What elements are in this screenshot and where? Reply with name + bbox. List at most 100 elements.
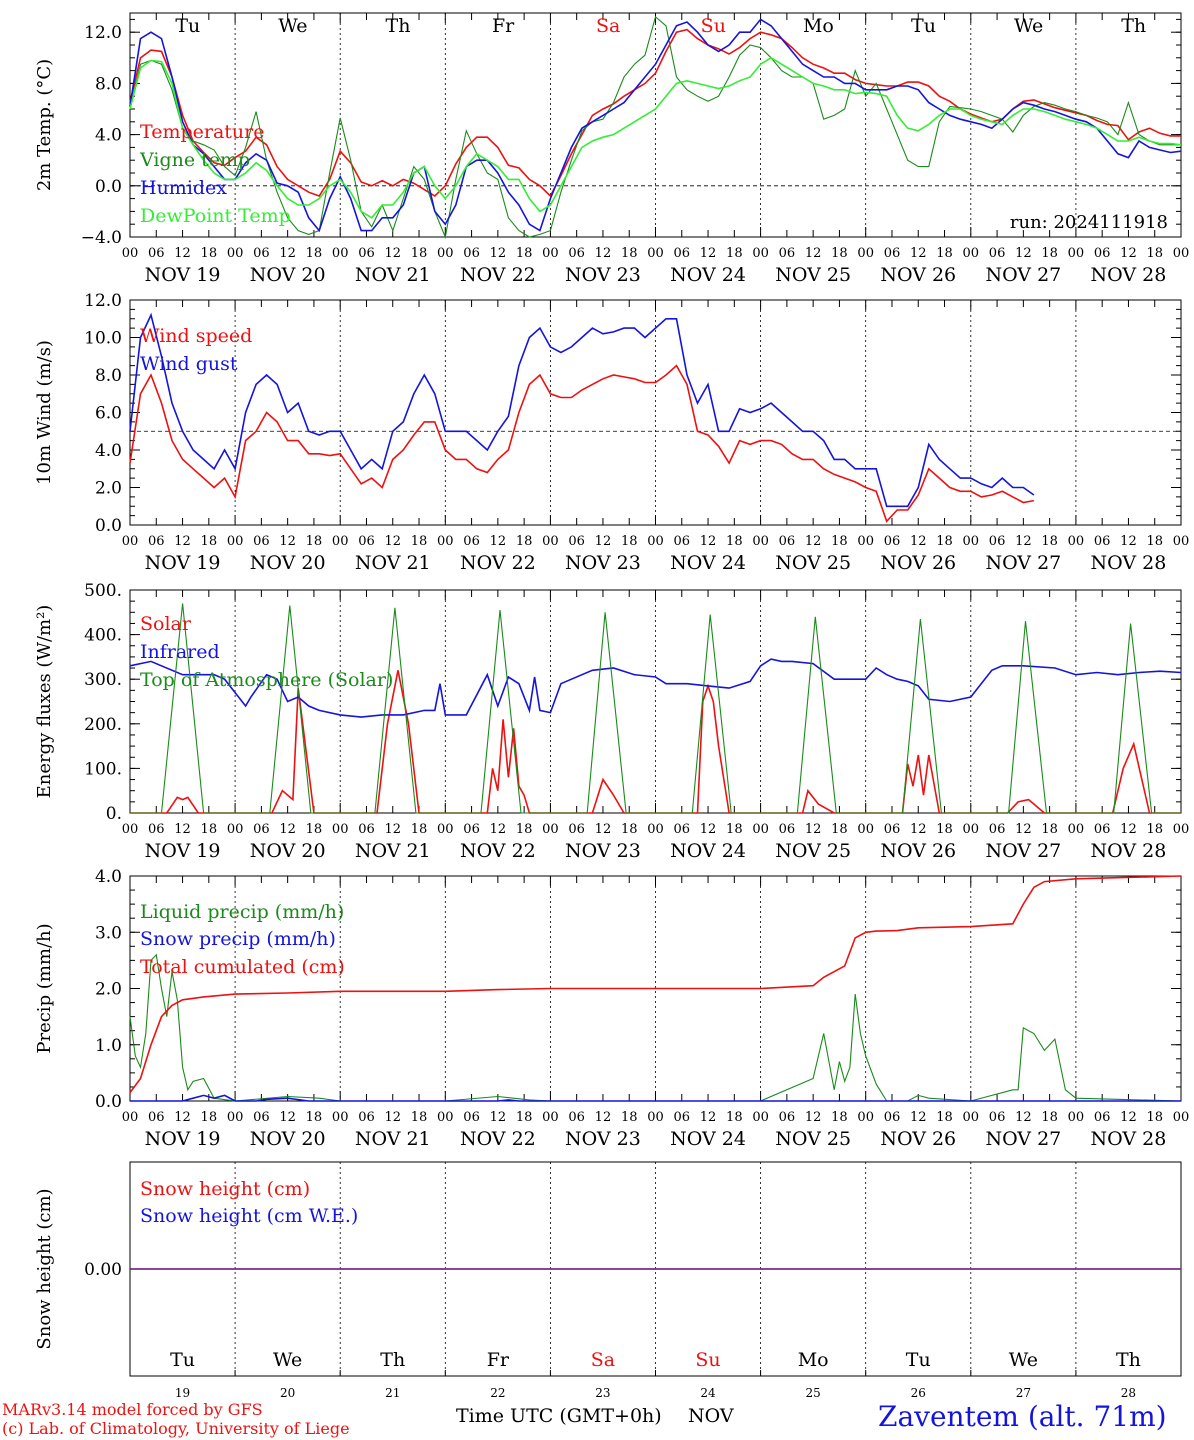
hour-tick-label: 06 (779, 1110, 796, 1125)
hour-tick-label: 12 (910, 246, 927, 261)
weekday-label: We (1014, 15, 1043, 37)
hour-tick-label: 12 (384, 1110, 401, 1125)
hour-tick-label: 12 (595, 246, 612, 261)
hour-tick-label: 00 (437, 246, 454, 261)
y-axis-label: Snow height (cm) (34, 1188, 55, 1349)
date-number-label: 19 (175, 1386, 190, 1400)
hour-tick-label: 00 (647, 822, 664, 837)
date-number-label: 26 (911, 1386, 926, 1400)
legend-entry: Infrared (140, 641, 220, 663)
hour-tick-label: 06 (674, 246, 691, 261)
hour-tick-label: 18 (621, 534, 638, 549)
date-label: NOV 23 (565, 840, 641, 862)
legend-entry: DewPoint Temp (140, 205, 291, 227)
x-axis-unit: NOV (688, 1405, 734, 1427)
hour-tick-label: 06 (674, 822, 691, 837)
legend-entry: Total cumulated (cm) (140, 956, 345, 978)
date-label: NOV 21 (355, 264, 431, 286)
date-number-label: 20 (280, 1386, 295, 1400)
x-axis-label: Time UTC (GMT+0h) (456, 1405, 662, 1427)
hour-tick-label: 12 (279, 1110, 296, 1125)
date-label: NOV 23 (565, 1128, 641, 1150)
hour-tick-label: 18 (306, 534, 323, 549)
date-label: NOV 24 (670, 1128, 746, 1150)
hour-tick-label: 12 (174, 534, 191, 549)
y-tick-label: 0.0 (95, 177, 122, 197)
series-line-top-of-atmosphere-solar- (130, 603, 1181, 814)
hour-tick-label: 06 (358, 1110, 375, 1125)
hour-tick-label: 18 (1041, 1110, 1058, 1125)
date-label: NOV 27 (985, 264, 1061, 286)
date-label: NOV 26 (880, 1128, 956, 1150)
hour-tick-label: 00 (227, 246, 244, 261)
hour-tick-label: 18 (621, 822, 638, 837)
hour-tick-label: 06 (568, 1110, 585, 1125)
legend-entry: Solar (140, 613, 192, 635)
hour-tick-label: 06 (779, 822, 796, 837)
hour-tick-label: 00 (1068, 246, 1085, 261)
hour-tick-label: 12 (1015, 1110, 1032, 1125)
y-tick-label: 12.0 (84, 23, 122, 43)
hour-tick-label: 00 (963, 246, 980, 261)
hour-tick-label: 18 (201, 246, 218, 261)
date-number-label: 27 (1016, 1386, 1031, 1400)
legend-entry: Snow height (cm W.E.) (140, 1205, 358, 1227)
date-label: NOV 24 (670, 552, 746, 574)
date-label: NOV 26 (880, 840, 956, 862)
hour-tick-label: 18 (1146, 534, 1163, 549)
hour-tick-label: 18 (411, 822, 428, 837)
date-number-label: 21 (385, 1386, 400, 1400)
hour-tick-label: 06 (1094, 1110, 1111, 1125)
date-label: NOV 22 (460, 552, 536, 574)
hour-tick-label: 18 (936, 822, 953, 837)
hour-tick-label: 06 (674, 534, 691, 549)
hour-tick-label: 18 (726, 822, 743, 837)
y-tick-label: 300. (84, 670, 122, 690)
hour-tick-label: 06 (463, 822, 480, 837)
hour-tick-label: 06 (989, 1110, 1006, 1125)
hour-tick-label: 00 (332, 534, 349, 549)
hour-tick-label: 12 (490, 534, 507, 549)
weekday-label: Mo (798, 1349, 829, 1371)
date-label: NOV 26 (880, 264, 956, 286)
hour-tick-label: 06 (568, 534, 585, 549)
hour-tick-label: 18 (936, 1110, 953, 1125)
hour-tick-label: 00 (647, 534, 664, 549)
series-line-wind-gust (129, 312, 1035, 508)
hour-tick-label: 06 (253, 246, 270, 261)
hour-tick-label: 12 (910, 822, 927, 837)
date-label: NOV 19 (145, 840, 221, 862)
weekday-label: Tu (175, 15, 200, 37)
y-tick-label: 0. (106, 804, 122, 824)
weekday-label: Th (1121, 15, 1146, 37)
weekday-label: Th (386, 15, 411, 37)
y-tick-label: 100. (84, 759, 122, 779)
hour-tick-label: 18 (831, 822, 848, 837)
hour-tick-label: 00 (437, 822, 454, 837)
hour-tick-label: 18 (411, 1110, 428, 1125)
hour-tick-label: 06 (148, 246, 165, 261)
weekday-label: Tu (906, 1349, 931, 1371)
hour-tick-label: 12 (700, 822, 717, 837)
hour-tick-label: 06 (148, 822, 165, 837)
hour-tick-label: 06 (779, 534, 796, 549)
weekday-label: Fr (487, 1349, 510, 1371)
y-tick-label: 2.0 (95, 479, 122, 499)
hour-tick-label: 12 (174, 822, 191, 837)
date-label: NOV 24 (670, 840, 746, 862)
y-tick-label: 0.0 (95, 1092, 122, 1112)
date-label: NOV 20 (250, 1128, 326, 1150)
hour-tick-label: 12 (910, 1110, 927, 1125)
hour-tick-label: 00 (122, 534, 139, 549)
date-label: NOV 21 (355, 840, 431, 862)
hour-tick-label: 12 (1015, 534, 1032, 549)
hour-tick-label: 00 (857, 1110, 874, 1125)
hour-tick-label: 00 (752, 246, 769, 261)
hour-tick-label: 06 (1094, 534, 1111, 549)
series-line-vigne-temp (129, 15, 1181, 239)
weekday-label: We (1009, 1349, 1038, 1371)
hour-tick-label: 12 (384, 822, 401, 837)
hour-tick-label: 12 (595, 534, 612, 549)
hour-tick-label: 12 (910, 534, 927, 549)
